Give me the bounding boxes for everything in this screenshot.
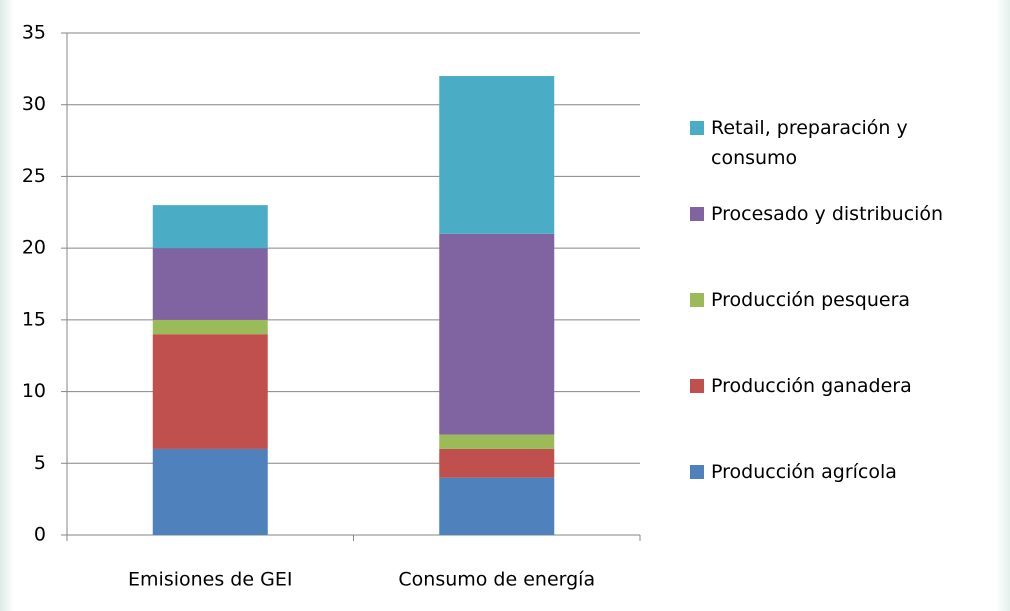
y-tick-label: 30 [22, 93, 46, 115]
bar-segment [152, 248, 268, 320]
bar-segment [439, 448, 555, 478]
legend-label: Producción agrícola [711, 461, 897, 483]
y-tick-label: 35 [22, 22, 46, 44]
legend-swatch [690, 121, 704, 135]
legend-item: Procesado y distribución [690, 199, 1000, 229]
y-tick-label: 15 [22, 308, 46, 330]
legend-item: Retail, preparación y consumo [690, 113, 1000, 173]
bar-segment [152, 448, 268, 535]
bar-segment [439, 233, 555, 435]
bar-segment [152, 334, 268, 449]
legend-label: Producción ganadera [711, 375, 912, 397]
legend-swatch [690, 207, 704, 221]
x-tick-label: Consumo de energía [398, 569, 595, 591]
bar-segment [439, 76, 555, 234]
bar-segment [439, 477, 555, 535]
legend-label: Retail, preparación y consumo [711, 117, 908, 169]
legend-item: Producción ganadera [690, 371, 1000, 401]
x-tick-label: Emisiones de GEI [128, 569, 292, 591]
y-tick-label: 20 [22, 237, 46, 259]
legend-item: Producción agrícola [690, 457, 1000, 487]
bar-segment [152, 205, 268, 249]
legend-item: Producción pesquera [690, 285, 1000, 315]
bar-segment [439, 434, 555, 449]
y-tick-label: 0 [34, 524, 46, 546]
legend-swatch [690, 379, 704, 393]
y-tick-label: 10 [22, 380, 46, 402]
legend-swatch [690, 465, 704, 479]
legend-label: Producción pesquera [711, 289, 911, 311]
y-tick-label: 25 [22, 165, 46, 187]
legend-label: Procesado y distribución [711, 203, 944, 225]
y-tick-label: 5 [34, 452, 46, 474]
bar-segment [152, 319, 268, 335]
legend-swatch [690, 293, 704, 307]
